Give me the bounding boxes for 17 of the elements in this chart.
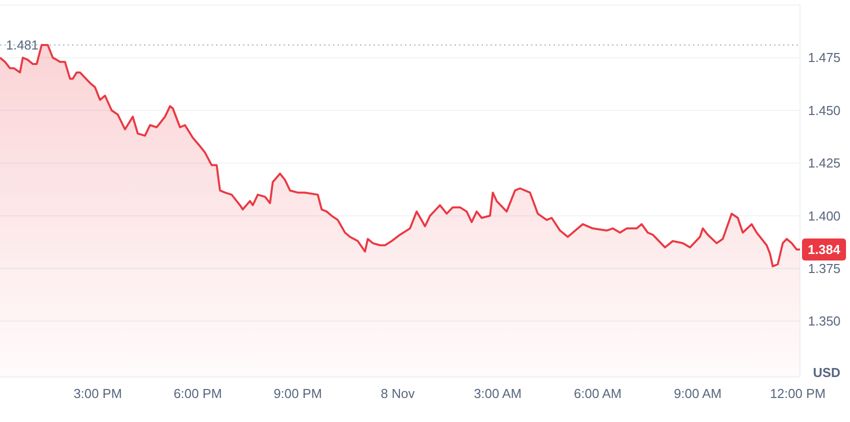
x-tick-label: 6:00 PM <box>174 386 222 401</box>
x-tick-label: 9:00 AM <box>674 386 722 401</box>
x-tick-label: 8 Nov <box>380 386 416 401</box>
annotation: 1.384 <box>808 242 842 258</box>
y-tick-label: 1.425 <box>808 156 841 171</box>
x-tick-label: 6:00 AM <box>574 386 622 401</box>
y-tick-label: 1.375 <box>808 261 841 276</box>
y-tick-label: 1.450 <box>808 102 841 118</box>
y-tick-label: 1.350 <box>808 314 841 329</box>
x-tick-label: 9:00 PM <box>274 386 322 401</box>
x-tick-label: 3:00 AM <box>474 386 522 401</box>
y-tick-label: 1.400 <box>808 208 841 224</box>
x-tick-label: 12:00 PM <box>770 386 826 401</box>
x-tick-label: 3:00 PM <box>74 386 122 401</box>
ref-line-label: 1.481 <box>6 38 39 53</box>
y-tick-label: 1.475 <box>808 50 841 66</box>
y-axis-title: USD <box>813 365 840 380</box>
